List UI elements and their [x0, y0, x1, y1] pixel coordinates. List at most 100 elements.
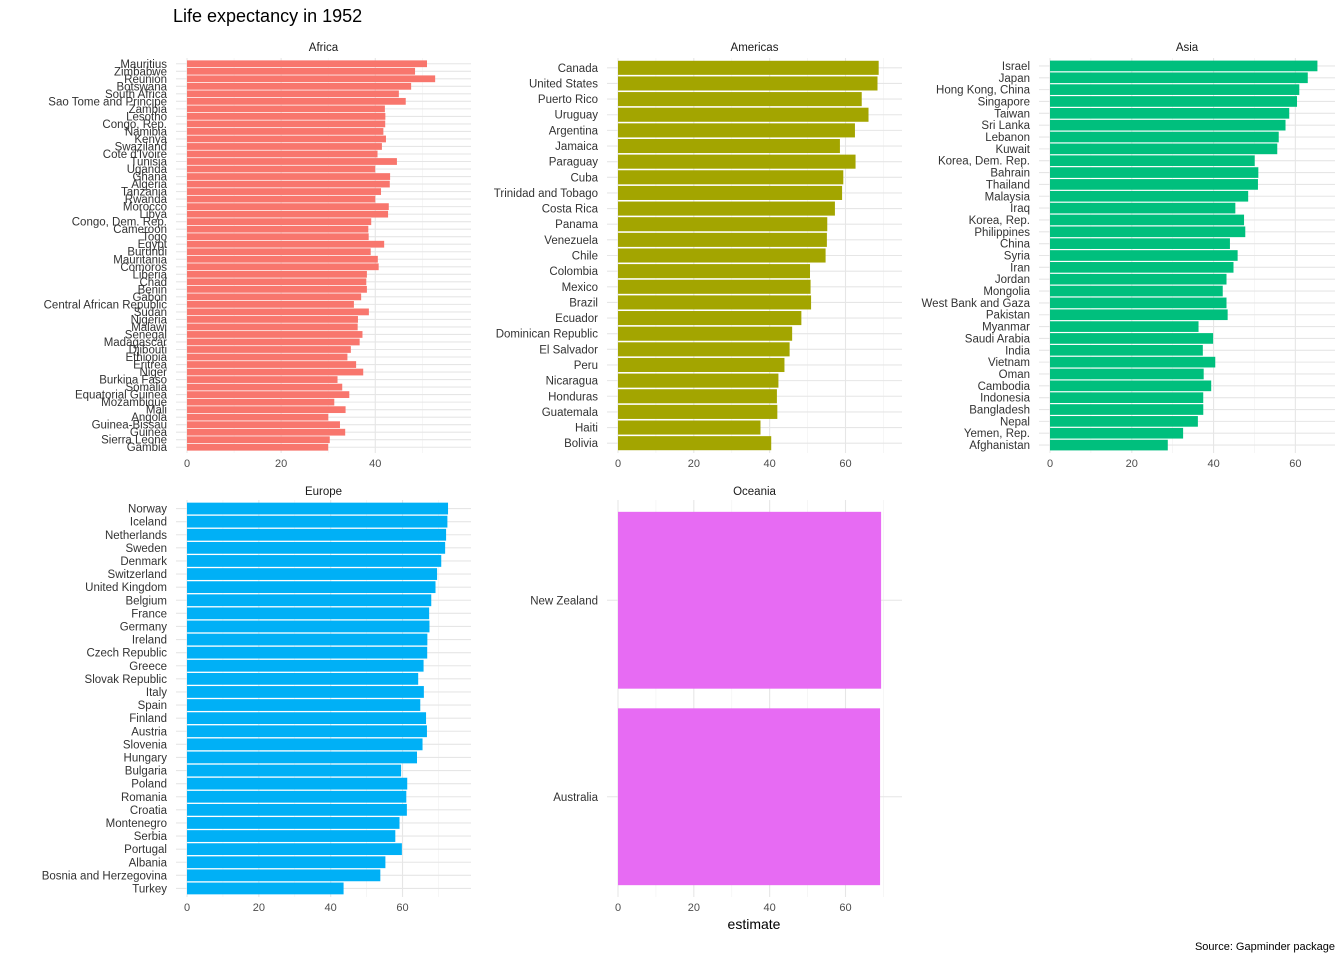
bar-africa	[187, 368, 364, 376]
category-label: Bangladesh	[969, 405, 1030, 417]
category-label: Thailand	[986, 179, 1030, 191]
bar-asia	[1050, 356, 1216, 368]
bar-americas	[618, 154, 856, 169]
category-label: Greece	[129, 661, 167, 673]
bar-africa	[187, 270, 367, 278]
category-label: Myanmar	[982, 322, 1030, 334]
bar-europe	[187, 817, 400, 829]
category-label: Belgium	[125, 595, 167, 607]
bar-asia	[1050, 107, 1290, 119]
category-label: Philippines	[974, 227, 1030, 239]
facet-africa: AfricaMauritiusZimbabweReunionBotswanaSo…	[44, 42, 471, 470]
category-label: Serbia	[134, 831, 168, 843]
category-label: Equatorial Guinea	[75, 390, 168, 402]
bar-africa	[187, 128, 384, 135]
bar-asia	[1050, 84, 1300, 95]
bar-africa	[187, 248, 371, 256]
bar-africa	[187, 225, 369, 233]
category-label: Indonesia	[980, 393, 1030, 405]
bar-americas	[618, 357, 785, 373]
bar-africa	[187, 113, 386, 120]
bar-asia	[1050, 226, 1246, 238]
category-label: Guatemala	[542, 407, 599, 419]
category-label: Liberia	[132, 269, 167, 281]
category-label: Bolivia	[564, 438, 598, 450]
category-label: Congo, Rep.	[102, 119, 167, 131]
chart-caption: Source: Gapminder package	[1195, 941, 1335, 953]
category-label: Jamaica	[555, 141, 598, 153]
bar-europe	[187, 751, 418, 764]
bar-africa	[187, 278, 367, 286]
category-label: Iran	[1010, 262, 1030, 274]
category-label: Korea, Dem. Rep.	[938, 156, 1030, 168]
bar-europe	[187, 515, 448, 528]
category-label: Uruguay	[555, 110, 599, 122]
category-label: Iceland	[130, 517, 167, 529]
bar-africa	[187, 285, 367, 293]
bar-americas	[618, 373, 779, 388]
category-label: Switzerland	[108, 569, 167, 581]
bar-americas	[618, 279, 811, 294]
category-label: Spain	[138, 700, 167, 712]
category-label: Costa Rica	[542, 204, 599, 216]
category-label: Libya	[140, 209, 168, 221]
category-label: Nicaragua	[546, 376, 599, 388]
bar-asia	[1050, 285, 1223, 297]
category-label: El Salvador	[539, 344, 598, 356]
category-label: Venezuela	[544, 235, 598, 247]
category-label: Central African Republic	[44, 299, 168, 311]
category-label: Algeria	[131, 179, 167, 191]
category-label: Zimbabwe	[114, 66, 167, 78]
category-label: Gabon	[132, 292, 167, 304]
category-label: Sierra Leone	[101, 435, 167, 447]
bar-americas	[618, 232, 827, 247]
bar-americas	[618, 92, 862, 107]
bar-asia	[1050, 190, 1249, 202]
facet-strip-label: Europe	[305, 486, 342, 498]
category-label: Sudan	[134, 307, 167, 319]
bar-africa	[187, 300, 354, 308]
bar-africa	[187, 67, 416, 75]
bar-europe	[187, 712, 427, 725]
category-label: Cambodia	[978, 381, 1031, 393]
category-label: Swaziland	[115, 141, 167, 153]
bar-africa	[187, 143, 382, 150]
x-tick-label: 60	[396, 902, 408, 914]
category-label: Congo, Dem. Rep.	[72, 217, 167, 229]
bar-americas	[618, 217, 828, 232]
bar-europe	[187, 856, 386, 869]
bar-africa	[187, 240, 385, 248]
category-label: Namibia	[125, 126, 168, 138]
category-label: Oman	[999, 369, 1030, 381]
bar-asia	[1050, 416, 1198, 427]
bar-europe	[187, 607, 430, 620]
bar-americas	[618, 185, 843, 200]
category-label: Mauritania	[113, 254, 167, 266]
category-label: Germany	[120, 621, 168, 633]
x-tick-label: 40	[369, 458, 381, 470]
bar-europe	[187, 646, 428, 659]
category-label: Eritrea	[133, 360, 167, 372]
bar-asia	[1050, 392, 1204, 404]
bar-africa	[187, 428, 346, 436]
bar-americas	[618, 264, 811, 279]
category-label: Cote d'Ivoire	[103, 149, 167, 161]
bar-europe	[187, 790, 407, 803]
bar-europe	[187, 502, 449, 515]
x-tick-label: 20	[253, 902, 265, 914]
bar-africa	[187, 135, 386, 143]
bar-asia	[1050, 202, 1236, 214]
category-label: Ethiopia	[125, 352, 167, 364]
category-label: Dominican Republic	[496, 329, 599, 341]
bar-africa	[187, 188, 382, 195]
category-label: Croatia	[130, 805, 168, 817]
category-label: Italy	[146, 687, 167, 699]
bar-asia	[1050, 238, 1230, 249]
bar-africa	[187, 195, 376, 203]
bar-americas	[618, 123, 855, 138]
bar-africa	[187, 105, 385, 113]
x-tick-label: 0	[184, 458, 190, 470]
facet-strip-label: Asia	[1176, 42, 1199, 54]
bar-africa	[187, 90, 399, 98]
